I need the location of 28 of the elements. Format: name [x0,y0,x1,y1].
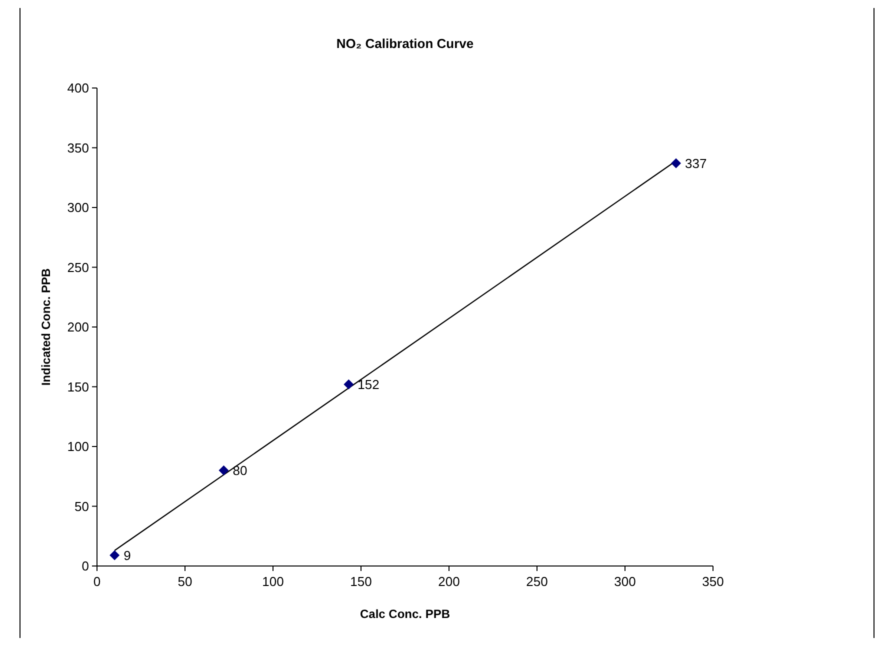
data-label: 80 [232,462,248,478]
x-axis-title: Calc Conc. PPB [360,607,450,621]
x-tick-label: 300 [614,574,636,589]
point [110,550,120,560]
y-tick-label: 0 [82,558,89,574]
y-axis-title: Indicated Conc. PPB [39,268,53,386]
chart-title: NO₂ Calibration Curve [336,36,474,51]
point [344,379,354,390]
x-tick-label: 150 [350,574,372,589]
point [218,465,229,476]
y-tick-label: 100 [67,439,89,454]
data-label: 337 [685,156,707,171]
data-label: 9 [124,548,131,563]
data-label: 152 [358,376,380,392]
y-tick-label: 50 [74,498,89,514]
point [671,158,682,168]
y-tick-label: 350 [67,140,89,156]
y-tick-label: 150 [67,379,89,394]
y-tick-label: 400 [67,80,89,96]
x-tick-label: 50 [178,574,192,589]
y-tick-label: 300 [67,200,89,216]
y-tick-label: 200 [67,320,89,335]
x-tick-label: 200 [438,574,460,589]
y-tick-label: 250 [67,260,89,275]
x-tick-label: 100 [262,574,284,589]
x-tick-label: 250 [526,574,548,589]
x-tick-label: 350 [702,574,724,589]
x-tick-label: 0 [93,574,101,589]
